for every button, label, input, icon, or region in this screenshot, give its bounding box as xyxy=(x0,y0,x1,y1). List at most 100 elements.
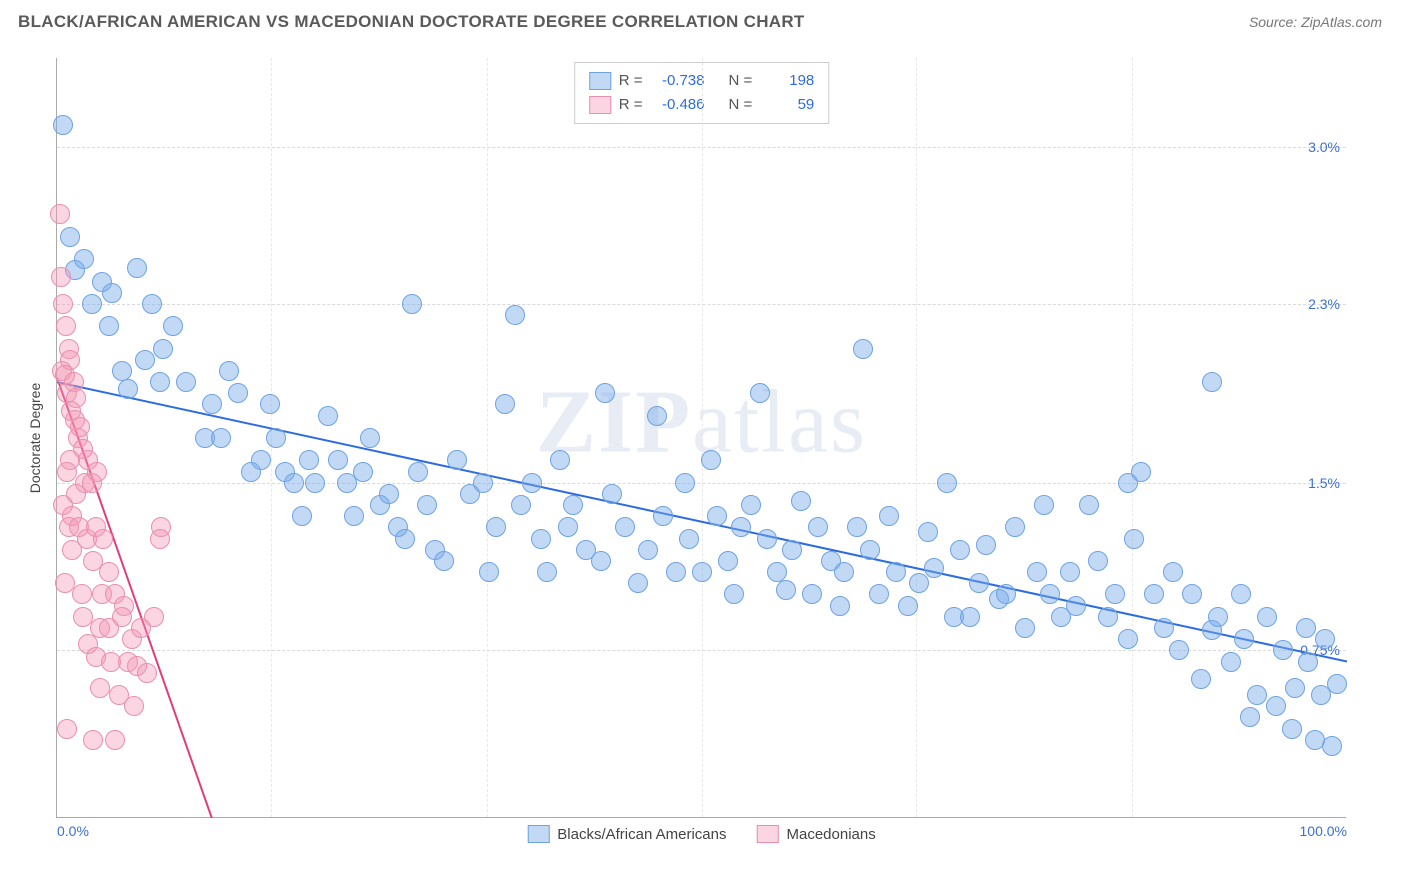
r-value-pink: -0.486 xyxy=(651,93,705,117)
data-point xyxy=(118,379,138,399)
data-point xyxy=(666,562,686,582)
data-point xyxy=(127,258,147,278)
data-point xyxy=(447,450,467,470)
data-point xyxy=(83,551,103,571)
data-point xyxy=(292,506,312,526)
data-point xyxy=(53,115,73,135)
data-point xyxy=(679,529,699,549)
data-point xyxy=(305,473,325,493)
data-point xyxy=(1231,584,1251,604)
data-point xyxy=(750,383,770,403)
data-point xyxy=(1169,640,1189,660)
data-point xyxy=(60,227,80,247)
data-point xyxy=(1105,584,1125,604)
data-point xyxy=(628,573,648,593)
data-point xyxy=(99,316,119,336)
data-point xyxy=(1124,529,1144,549)
data-point xyxy=(776,580,796,600)
data-point xyxy=(1327,674,1347,694)
data-point xyxy=(1144,584,1164,604)
data-point xyxy=(51,267,71,287)
y-axis-label: Doctorate Degree xyxy=(27,382,43,493)
data-point xyxy=(1040,584,1060,604)
data-point xyxy=(834,562,854,582)
data-point xyxy=(1118,473,1138,493)
data-point xyxy=(898,596,918,616)
data-point xyxy=(1208,607,1228,627)
data-point xyxy=(57,719,77,739)
data-point xyxy=(150,372,170,392)
data-point xyxy=(847,517,867,537)
data-point xyxy=(408,462,428,482)
data-point xyxy=(782,540,802,560)
data-point xyxy=(1191,669,1211,689)
data-point xyxy=(144,607,164,627)
data-point xyxy=(976,535,996,555)
data-point xyxy=(511,495,531,515)
data-point xyxy=(202,394,222,414)
data-point xyxy=(757,529,777,549)
data-point xyxy=(692,562,712,582)
data-point xyxy=(950,540,970,560)
data-point xyxy=(886,562,906,582)
gridline-v xyxy=(916,58,917,817)
gridline-v xyxy=(487,58,488,817)
data-point xyxy=(1027,562,1047,582)
data-point xyxy=(353,462,373,482)
data-point xyxy=(105,730,125,750)
data-point xyxy=(591,551,611,571)
data-point xyxy=(1282,719,1302,739)
data-point xyxy=(724,584,744,604)
ytick-label: 3.0% xyxy=(1308,139,1340,155)
data-point xyxy=(62,540,82,560)
data-point xyxy=(344,506,364,526)
source-credit: Source: ZipAtlas.com xyxy=(1249,14,1382,30)
n-value-blue: 198 xyxy=(760,69,814,93)
data-point xyxy=(1182,584,1202,604)
n-value-pink: 59 xyxy=(760,93,814,117)
data-point xyxy=(360,428,380,448)
data-point xyxy=(153,339,173,359)
legend-item-blue: Blacks/African Americans xyxy=(527,825,726,843)
data-point xyxy=(531,529,551,549)
data-point xyxy=(124,696,144,716)
data-point xyxy=(1240,707,1260,727)
data-point xyxy=(563,495,583,515)
data-point xyxy=(266,428,286,448)
data-point xyxy=(731,517,751,537)
ytick-label: 1.5% xyxy=(1308,475,1340,491)
data-point xyxy=(909,573,929,593)
data-point xyxy=(1257,607,1277,627)
swatch-pink xyxy=(589,96,611,114)
scatter-chart: ZIPatlas Doctorate Degree R = -0.738 N =… xyxy=(18,48,1388,868)
data-point xyxy=(741,495,761,515)
data-point xyxy=(473,473,493,493)
data-point xyxy=(93,529,113,549)
swatch-pink-icon xyxy=(757,825,779,843)
header: BLACK/AFRICAN AMERICAN VS MACEDONIAN DOC… xyxy=(0,0,1406,40)
data-point xyxy=(135,350,155,370)
data-point xyxy=(83,730,103,750)
data-point xyxy=(522,473,542,493)
source-link[interactable]: ZipAtlas.com xyxy=(1301,14,1382,30)
data-point xyxy=(808,517,828,537)
data-point xyxy=(1315,629,1335,649)
data-point xyxy=(102,283,122,303)
data-point xyxy=(602,484,622,504)
data-point xyxy=(219,361,239,381)
data-point xyxy=(937,473,957,493)
data-point xyxy=(379,484,399,504)
data-point xyxy=(653,506,673,526)
data-point xyxy=(1154,618,1174,638)
data-point xyxy=(402,294,422,314)
ytick-label: 2.3% xyxy=(1308,296,1340,312)
data-point xyxy=(924,558,944,578)
data-point xyxy=(675,473,695,493)
data-point xyxy=(830,596,850,616)
data-point xyxy=(615,517,635,537)
data-point xyxy=(1234,629,1254,649)
plot-area: ZIPatlas Doctorate Degree R = -0.738 N =… xyxy=(56,58,1346,818)
data-point xyxy=(1005,517,1025,537)
data-point xyxy=(1079,495,1099,515)
data-point xyxy=(860,540,880,560)
